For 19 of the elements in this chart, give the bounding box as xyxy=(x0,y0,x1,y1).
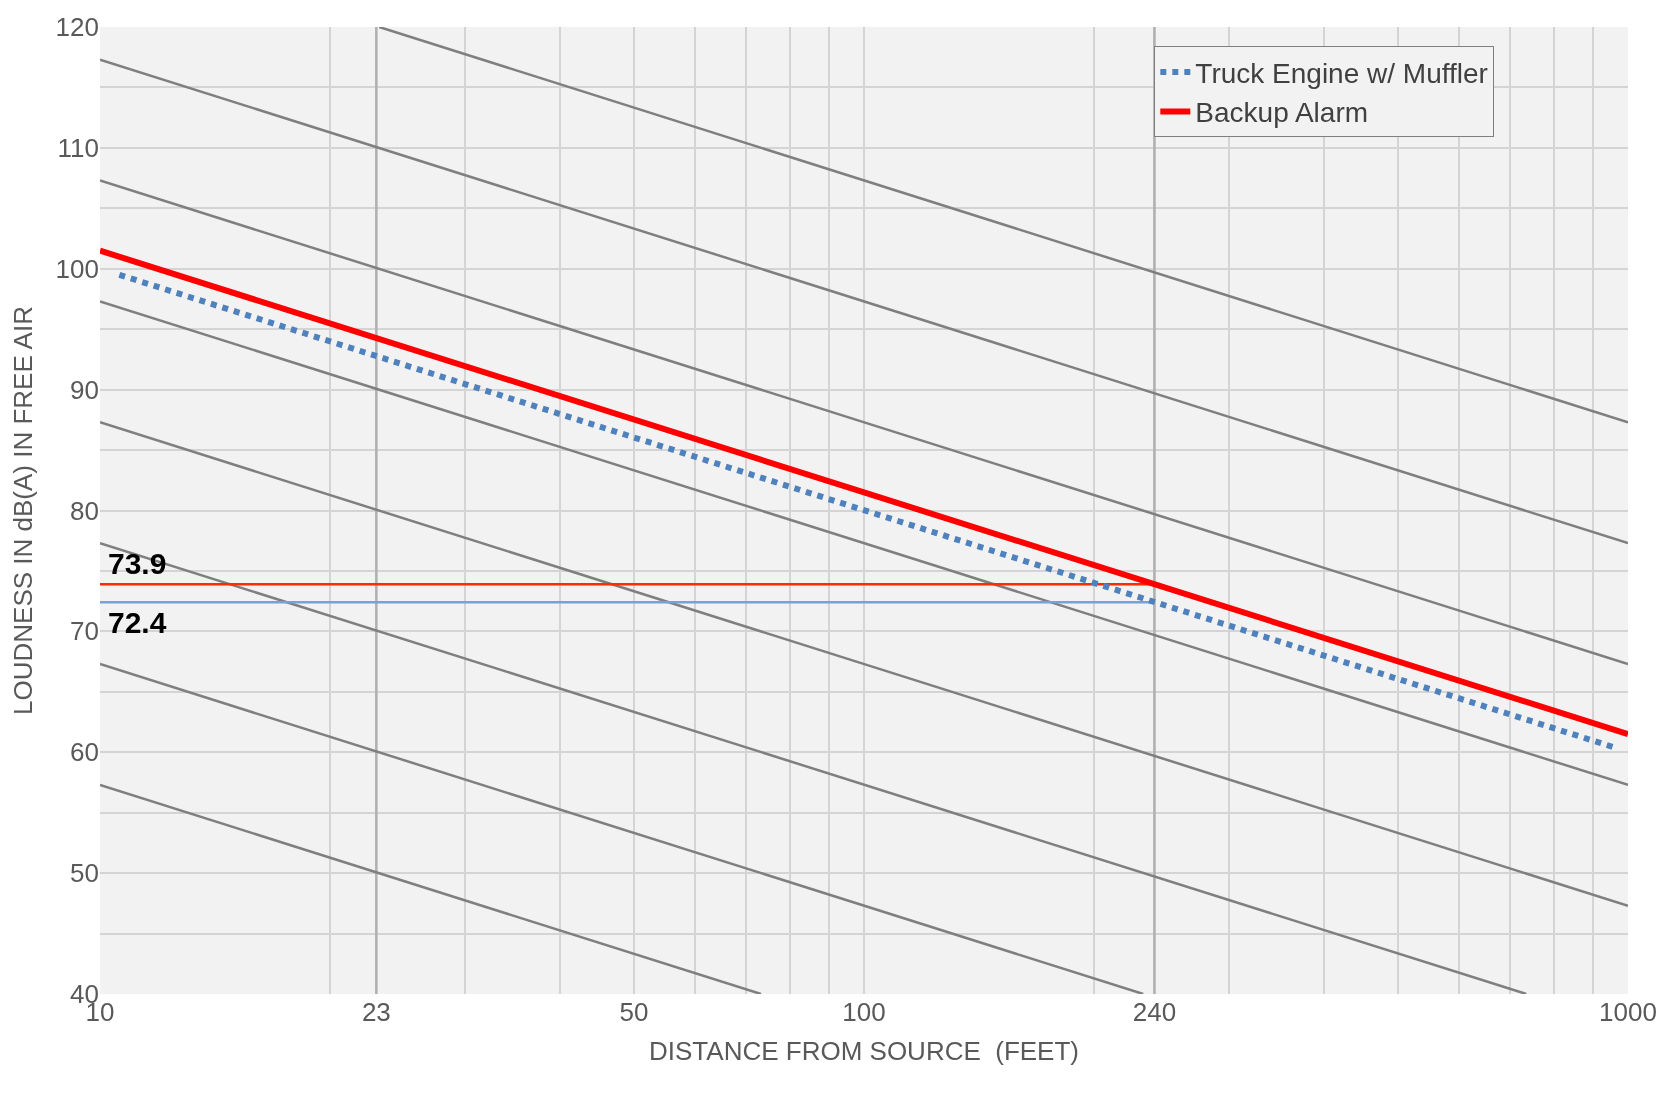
x-tick-label: 100 xyxy=(842,997,886,1027)
legend-label: Backup Alarm xyxy=(1195,97,1369,129)
y-tick-label: 70 xyxy=(70,616,99,647)
y-tick-label: 120 xyxy=(55,12,99,43)
y-axis-title: LOUDNESS IN dB(A) IN FREE AIR xyxy=(8,306,39,715)
y-tick-label: 80 xyxy=(70,495,99,526)
x-tick-label: 50 xyxy=(619,997,649,1027)
x-tick-label: 1000 xyxy=(1599,997,1657,1027)
legend-label: Truck Engine w/ Muffler xyxy=(1195,57,1488,89)
x-axis-title: DISTANCE FROM SOURCE (FEET) xyxy=(649,1035,1079,1066)
y-tick-label: 100 xyxy=(55,253,99,284)
y-tick-label: 60 xyxy=(70,737,99,768)
y-tick-label: 110 xyxy=(57,132,99,163)
y-tick-label: 90 xyxy=(70,374,99,405)
annotation: 73.9 xyxy=(108,547,167,580)
y-tick-label: 50 xyxy=(70,858,99,889)
x-tick-label: 240 xyxy=(1132,997,1177,1027)
x-tick-label: 23 xyxy=(361,997,391,1027)
annotation: 72.4 xyxy=(108,606,167,639)
